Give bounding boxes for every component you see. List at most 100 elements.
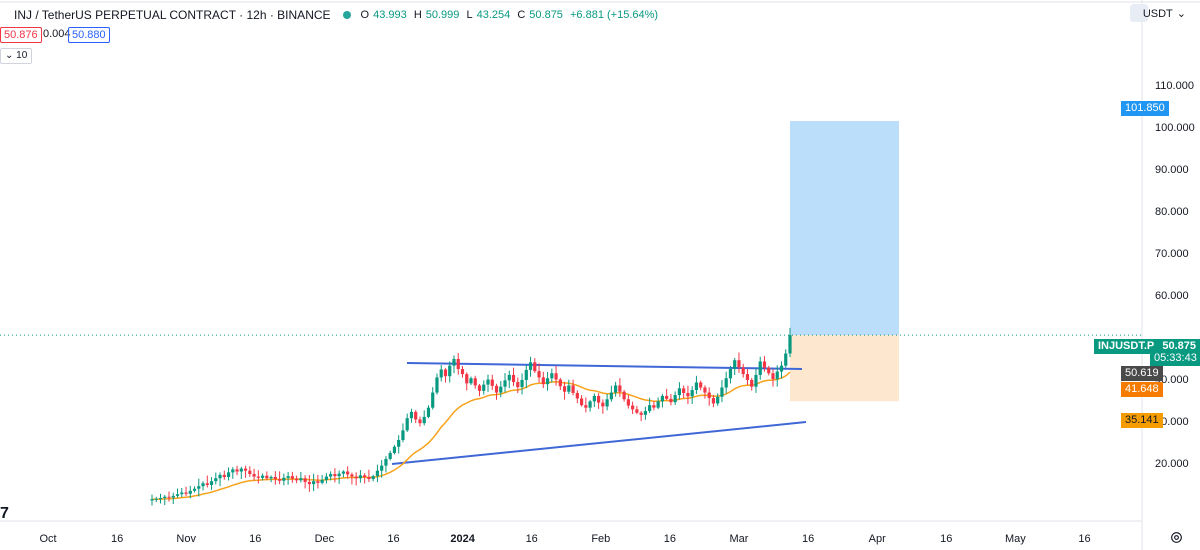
candle-body [333,474,337,477]
candle-body [707,392,711,399]
candle-body [303,478,307,483]
tradingview-logo[interactable]: 7 [0,505,9,522]
candle-body [750,379,754,387]
change-value: +6.881 (+15.64%) [570,9,659,21]
candle-body [635,409,639,413]
open-key: O [360,9,370,21]
buy-price-button[interactable]: 50.880 [68,27,110,43]
time-axis-label: Mar [729,533,749,545]
candle-body [188,490,192,494]
candle-body [622,391,626,400]
candle-body [686,392,690,397]
candle-body [235,469,239,472]
candle-body [486,379,490,385]
candle-body [243,468,248,471]
candle-body [754,374,758,387]
candle-body [465,374,469,384]
candle-body [171,495,175,498]
volume-indicator-toggle[interactable]: ⌄ 10 [0,48,33,64]
candle-body [260,475,265,478]
candle-body [665,395,669,399]
candle-body [392,446,397,454]
candle-body [150,499,154,501]
candle-countdown: 05:33:43 [1150,351,1200,366]
candle-body [460,369,465,375]
candle-body [456,358,460,370]
symbol-title[interactable]: INJ / TetherUS PERPETUAL CONTRACT · 12h … [14,8,331,22]
candle-body [584,405,588,408]
candle-body [473,378,477,386]
candle-body [222,474,226,477]
sell-price-button[interactable]: 50.876 [0,27,42,43]
candle-body [648,405,652,412]
entry-price-tag: 50.619 [1121,366,1163,381]
candle-body [273,476,277,480]
candle-body [758,361,762,375]
time-axis-label: May [1005,533,1026,545]
price-axis-label: 70.000 [1155,247,1189,260]
candle-body [307,482,311,485]
stop-price-tag: 35.141 [1121,413,1163,428]
price-axis-label: 60.000 [1155,289,1189,302]
close-key: C [517,9,526,21]
high-value: 50.999 [425,9,460,21]
candle-body [397,440,401,447]
price-axis-label: 20.000 [1155,457,1189,470]
last-price-value: 50.875 [1162,340,1196,352]
candle-body [690,390,694,397]
candle-body [554,373,558,380]
candle-body [733,360,737,370]
candle-body [699,382,703,388]
candle-body [545,378,550,385]
candle-body [405,418,409,431]
candle-body [226,472,231,477]
candle-body [682,388,686,393]
gear-icon[interactable] [1170,531,1183,544]
candle-body [256,476,260,478]
candle-body [354,476,358,479]
time-axis-label: Feb [591,533,611,545]
candle-body [201,483,205,487]
candle-body [375,470,380,477]
candle-body [711,398,716,404]
candle-body [677,388,682,396]
candle-body [528,362,533,370]
candle-body [745,374,750,380]
candle-body [282,477,286,481]
candle-body [562,386,567,392]
candle-body [507,374,511,381]
open-value: 43.993 [373,9,407,21]
time-axis-label: 16 [525,533,538,545]
candle-body [771,373,775,380]
candle-body [214,478,218,482]
candle-body [614,385,618,393]
candle-body [414,411,418,420]
candle-body [597,395,601,403]
candle-body [371,476,375,480]
candle-body [452,358,456,366]
candle-body [448,365,452,377]
price-axis-label: 100.000 [1155,121,1195,134]
symbol-tag-label: INJUSDT.P [1098,340,1155,352]
currency-selector[interactable]: USDT ⌄ [1142,7,1186,21]
candle-body [592,395,596,402]
candle-body [435,377,439,393]
candle-body [299,478,303,481]
candle-body [579,398,584,406]
time-axis-label: 16 [387,533,400,545]
currency-label: USDT [1142,7,1173,20]
toolbar-square-button[interactable] [1130,4,1148,22]
candle-body [422,416,426,424]
candle-body [669,398,673,403]
candle-body [358,475,363,479]
candle-body [716,396,720,404]
candle-body [158,497,163,499]
time-axis-label: Oct [39,533,57,545]
candle-body [439,369,443,378]
price-axis-label: 80.000 [1155,205,1189,218]
candle-body [494,385,499,393]
candle-body [482,384,486,391]
candle-body [511,374,516,383]
candle-body [163,496,167,498]
